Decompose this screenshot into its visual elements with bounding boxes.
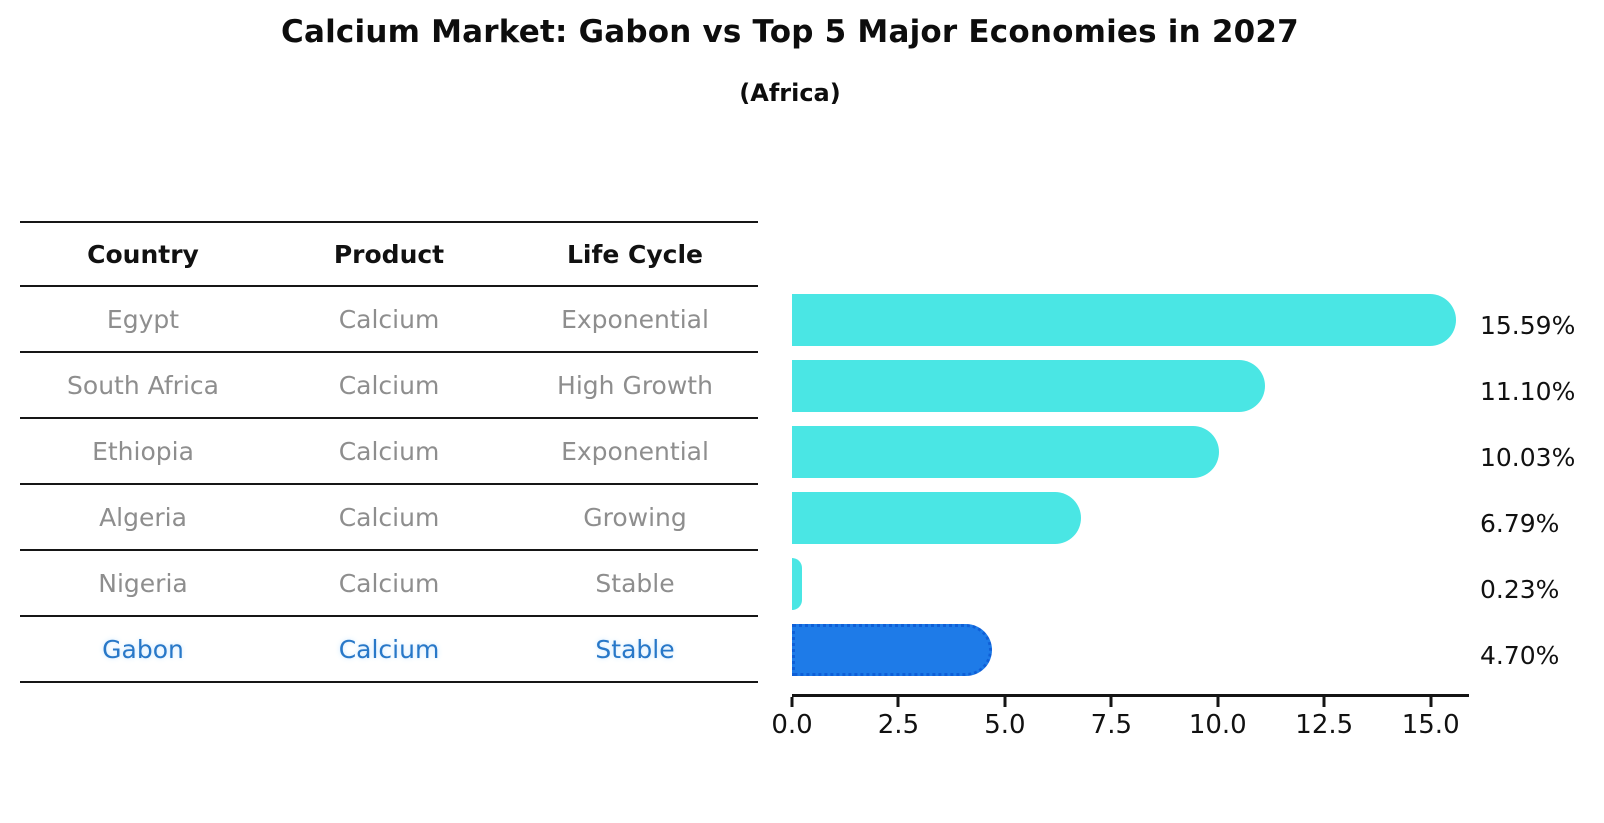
bar-ethiopia [792, 426, 1220, 478]
cell-life-cycle: Exponential [561, 304, 709, 334]
table-row-algeria: Algeria Calcium Growing [20, 485, 758, 551]
bar-value-labels: 15.59% 11.10% 10.03% 6.79% 0.23% 4.70% [1480, 287, 1600, 683]
table-row-gabon: Gabon Calcium Stable [20, 617, 758, 683]
x-axis-tick-mark [790, 697, 794, 707]
table-row-egypt: Egypt Calcium Exponential [20, 287, 758, 353]
bar-slot [792, 485, 1469, 551]
chart-title: Calcium Market: Gabon vs Top 5 Major Eco… [281, 14, 1299, 50]
bar-slot [792, 287, 1469, 353]
cell-life-cycle: Exponential [561, 436, 709, 466]
bar-slot [792, 617, 1469, 683]
x-axis-tick-label: 7.5 [1090, 710, 1133, 740]
x-axis-tick-mark [1003, 697, 1007, 707]
x-axis-tick-mark [1216, 697, 1220, 707]
cell-country: South Africa [67, 370, 219, 400]
cell-country: Nigeria [98, 568, 188, 598]
cell-life-cycle: Stable [595, 568, 675, 598]
bar-slot [792, 419, 1469, 485]
column-header-product: Product [333, 239, 445, 269]
cell-product: Calcium [338, 436, 440, 466]
x-axis: 0.0 2.5 5.0 7.5 10.0 12.5 15.0 [771, 694, 1469, 754]
x-axis-tick-label: 2.5 [877, 710, 920, 740]
cell-product: Calcium [338, 502, 440, 532]
x-axis-tick-label: 5.0 [984, 710, 1026, 740]
cell-country: Algeria [99, 502, 187, 532]
bar-value-label-ethiopia: 10.03% [1480, 442, 1576, 472]
cell-product: Calcium [338, 370, 440, 400]
column-header-country: Country [87, 239, 199, 269]
x-axis-tick-label: 0.0 [771, 710, 813, 740]
cell-product: Calcium [338, 304, 440, 334]
table-row-nigeria: Nigeria Calcium Stable [20, 551, 758, 617]
cell-country: Gabon [102, 634, 184, 664]
cell-product: Calcium [338, 634, 440, 664]
cell-product: Calcium [338, 568, 440, 598]
bar-value-label-egypt: 15.59% [1480, 310, 1576, 340]
chart-subtitle: (Africa) [739, 79, 841, 107]
x-axis-tick-mark [1322, 697, 1326, 707]
x-axis-tick-mark [896, 697, 900, 707]
bar-nigeria [792, 558, 802, 610]
cell-country: Egypt [106, 304, 180, 334]
x-axis-tick-label: 12.5 [1295, 710, 1354, 740]
cell-country: Ethiopia [92, 436, 194, 466]
bar-value-label-algeria: 6.79% [1480, 508, 1560, 538]
x-axis-tick-label: 10.0 [1188, 710, 1247, 740]
bar-value-label-gabon: 4.70% [1480, 640, 1560, 670]
column-header-life-cycle: Life Cycle [566, 239, 704, 269]
x-axis-tick-label: 15.0 [1401, 710, 1460, 740]
bar-value-label-south-africa: 11.10% [1480, 376, 1576, 406]
table-header-row: Country Product Life Cycle [20, 221, 758, 287]
x-axis-tick-mark [1429, 697, 1433, 707]
cell-life-cycle: Stable [595, 634, 675, 664]
bar-value-label-nigeria: 0.23% [1480, 574, 1560, 604]
bar-slot [792, 353, 1469, 419]
country-table: Country Product Life Cycle Egypt Calcium… [20, 221, 758, 683]
cell-life-cycle: High Growth [557, 370, 713, 400]
bar-slot [792, 551, 1469, 617]
x-axis-tick-mark [1109, 697, 1113, 707]
table-row-south-africa: South Africa Calcium High Growth [20, 353, 758, 419]
bar-chart-plot-area [792, 287, 1469, 683]
cell-life-cycle: Growing [583, 502, 687, 532]
x-axis-line [792, 694, 1469, 697]
bar-egypt [792, 294, 1456, 346]
bar-gabon [792, 624, 993, 676]
table-row-ethiopia: Ethiopia Calcium Exponential [20, 419, 758, 485]
bar-south-africa [792, 360, 1265, 412]
bar-algeria [792, 492, 1082, 544]
